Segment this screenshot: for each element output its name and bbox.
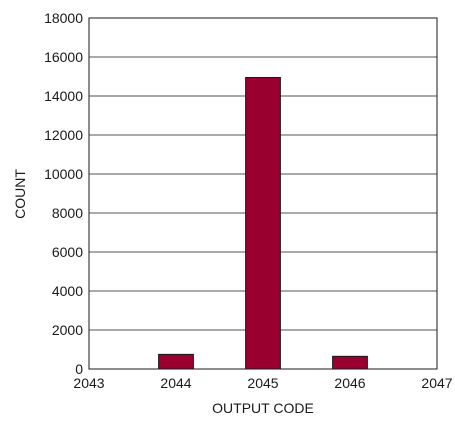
x-tick-label: 2046	[334, 375, 365, 391]
bar-2046	[332, 355, 368, 370]
y-tick-label: 2000	[52, 322, 83, 338]
y-tick-label: 16000	[44, 49, 83, 65]
x-tick-labels: 2043 2044 2045 2046 2047	[73, 375, 452, 391]
y-tick-label: 10000	[44, 166, 83, 182]
plot-frame	[88, 17, 438, 370]
y-tick-label: 12000	[44, 127, 83, 143]
x-tick-label: 2045	[247, 375, 278, 391]
y-tick-label: 4000	[52, 283, 83, 299]
bar-2045	[245, 76, 281, 370]
x-tick-label: 2047	[421, 375, 452, 391]
y-tick-label: 14000	[44, 88, 83, 104]
y-tick-label: 18000	[44, 10, 83, 26]
y-tick-label: 0	[75, 361, 83, 377]
y-axis-label: COUNT	[12, 169, 28, 219]
bars	[158, 76, 368, 370]
y-tick-label: 8000	[52, 205, 83, 221]
x-axis-label: OUTPUT CODE	[212, 400, 314, 416]
bar-2044	[158, 353, 194, 370]
x-tick-label: 2043	[73, 375, 104, 391]
y-tick-labels: 0 2000 4000 6000 8000 10000 12000 14000 16000 180…	[44, 10, 83, 377]
y-tick-label: 6000	[52, 244, 83, 260]
x-tick-label: 2044	[160, 375, 191, 391]
